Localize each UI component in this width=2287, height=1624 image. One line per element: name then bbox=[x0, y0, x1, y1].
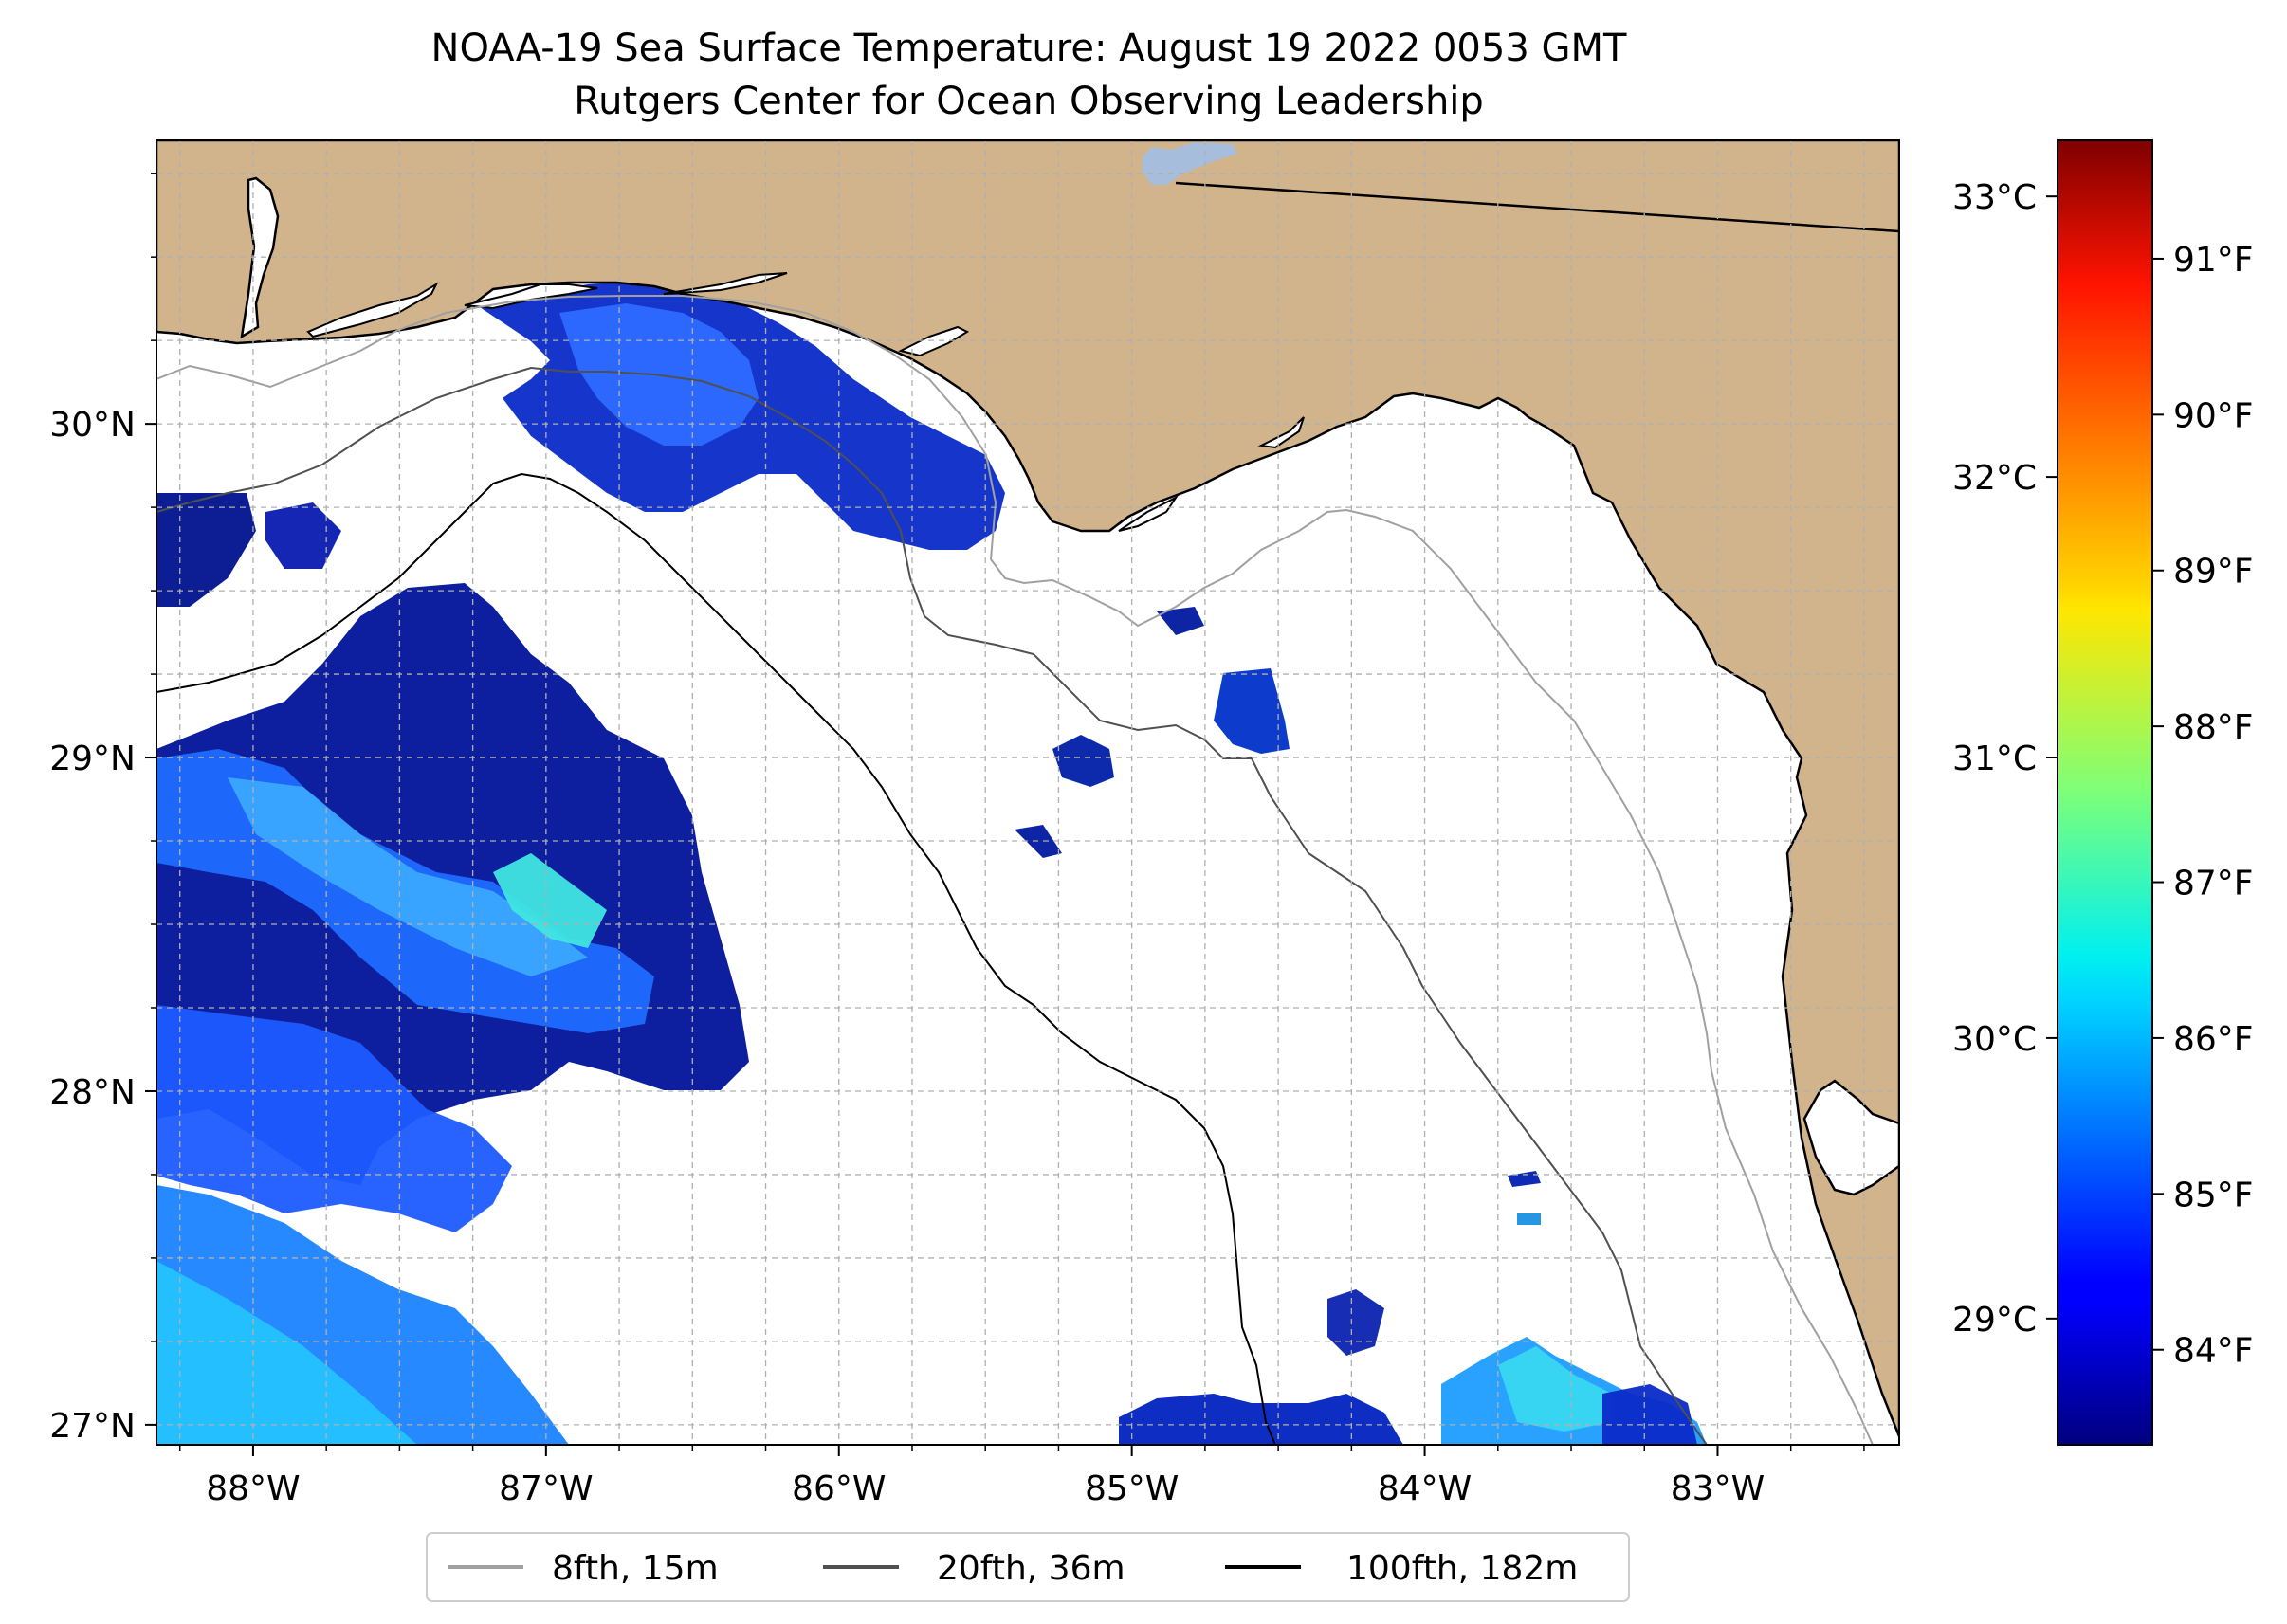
lat-tick-label: 27°N bbox=[49, 1407, 136, 1446]
contour-15m bbox=[156, 295, 1874, 1445]
legend-label-15m: 8fth, 15m bbox=[552, 1549, 719, 1588]
legend-label-36m: 20fth, 36m bbox=[937, 1549, 1125, 1588]
sst-patch bbox=[156, 1261, 417, 1445]
tampa-bay bbox=[1802, 1079, 1899, 1196]
panhandle-bays bbox=[306, 272, 1305, 532]
legend-label-182m: 100fth, 182m bbox=[1346, 1549, 1578, 1588]
lat-tick-label: 30°N bbox=[49, 406, 136, 445]
colorbar-gradient bbox=[2057, 139, 2153, 1446]
lon-tick-label: 83°W bbox=[1671, 1469, 1765, 1508]
lon-tick-label: 84°W bbox=[1378, 1469, 1472, 1508]
map-area bbox=[156, 140, 1899, 1445]
lon-tick-label: 86°W bbox=[792, 1469, 886, 1508]
colorbar-celsius-label: 31°C bbox=[1952, 739, 2037, 778]
colorbar: 29°C 30°C 31°C 32°C 33°C 84°F 85°F 86°F 87°F 88°… bbox=[1952, 139, 2254, 1446]
colorbar-fahrenheit-label: 85°F bbox=[2173, 1176, 2254, 1214]
map-frame bbox=[156, 139, 1900, 1446]
lon-tick-label: 88°W bbox=[206, 1469, 300, 1508]
contour-182m bbox=[156, 472, 1276, 1445]
colorbar-celsius-label: 30°C bbox=[1952, 1020, 2037, 1059]
sst-patch bbox=[1157, 607, 1204, 635]
latitude-axis: 27°N 28°N 29°N 30°N bbox=[49, 173, 156, 1446]
sst-patch bbox=[1498, 1346, 1612, 1432]
colorbar-fahrenheit-label: 89°F bbox=[2173, 553, 2254, 592]
figure-title: NOAA-19 Sea Surface Temperature: August … bbox=[431, 27, 1627, 70]
colorbar-celsius-label: 33°C bbox=[1952, 178, 2037, 217]
colorbar-fahrenheit-label: 86°F bbox=[2173, 1020, 2254, 1059]
sst-patch bbox=[1052, 735, 1114, 787]
colorbar-fahrenheit-label: 84°F bbox=[2173, 1332, 2254, 1371]
state-border bbox=[1175, 181, 1899, 233]
mobile-bay bbox=[240, 176, 280, 339]
sst-patch bbox=[1119, 1394, 1403, 1445]
contour-legend: 8fth, 15m 20fth, 36m 100fth, 182m bbox=[426, 1532, 1630, 1602]
grid-lines bbox=[156, 140, 1899, 1445]
contour-36m bbox=[156, 366, 1708, 1445]
lon-tick-label: 85°W bbox=[1085, 1469, 1179, 1508]
sst-patch bbox=[156, 493, 256, 607]
sst-patch bbox=[1517, 1213, 1541, 1225]
colorbar-fahrenheit-axis: 84°F 85°F 86°F 87°F 88°F 89°F 90°F 91°F bbox=[2152, 241, 2254, 1371]
sst-patch bbox=[1602, 1384, 1697, 1445]
lat-tick-label: 29°N bbox=[49, 739, 136, 778]
colorbar-fahrenheit-label: 88°F bbox=[2173, 708, 2254, 747]
sst-patch bbox=[228, 777, 588, 976]
sst-patch bbox=[1214, 668, 1290, 754]
colorbar-celsius-label: 29°C bbox=[1952, 1301, 2037, 1340]
sst-patch bbox=[1327, 1289, 1384, 1356]
legend-frame bbox=[426, 1532, 1630, 1602]
colorbar-fahrenheit-label: 90°F bbox=[2173, 396, 2254, 435]
land-area bbox=[156, 140, 1899, 1437]
colorbar-fahrenheit-label: 87°F bbox=[2173, 865, 2254, 903]
colorbar-fahrenheit-label: 91°F bbox=[2173, 241, 2254, 280]
colorbar-celsius-axis: 29°C 30°C 31°C 32°C 33°C bbox=[1952, 178, 2058, 1340]
colorbar-celsius-label: 32°C bbox=[1952, 459, 2037, 498]
sst-patch bbox=[156, 1005, 512, 1232]
sst-patch bbox=[265, 502, 341, 569]
figure-subtitle: Rutgers Center for Ocean Observing Leade… bbox=[574, 80, 1484, 123]
lat-tick-label: 28°N bbox=[49, 1073, 136, 1112]
lake-seminole bbox=[1143, 142, 1237, 185]
longitude-axis: 88°W 87°W 86°W 85°W 84°W 83°W bbox=[178, 1445, 1865, 1508]
lon-tick-label: 87°W bbox=[499, 1469, 593, 1508]
